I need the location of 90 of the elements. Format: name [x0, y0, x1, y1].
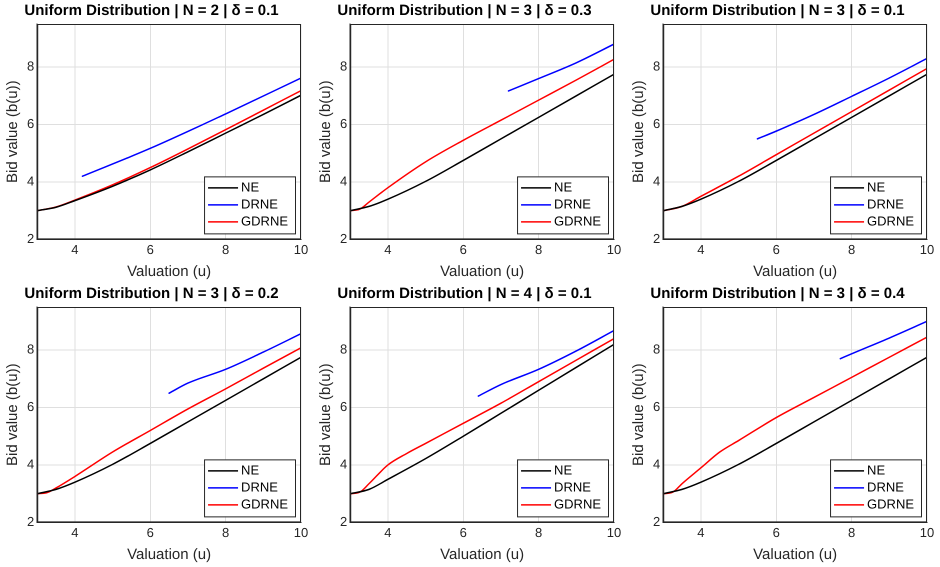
x-tick-label: 10 — [606, 242, 622, 257]
y-tick-label: 2 — [652, 514, 660, 529]
y-tick-label: 6 — [652, 399, 660, 414]
x-axis-title: Valuation (u) — [753, 263, 838, 280]
x-tick-label: 10 — [294, 524, 308, 540]
y-tick-label: 4 — [652, 174, 660, 189]
y-axis-title: Bid value (b(u)) — [317, 363, 334, 466]
y-tick-label: 8 — [652, 342, 660, 357]
chart-title: Uniform Distribution | N = 3 | δ = 0.3 — [337, 2, 592, 20]
line-series — [82, 77, 301, 177]
x-tick-label: 6 — [460, 242, 467, 257]
legend-label: DRNE — [867, 196, 904, 212]
x-tick-label: 4 — [384, 242, 392, 257]
x-tick-label: 10 — [294, 242, 308, 257]
y-tick-label: 4 — [652, 456, 660, 472]
y-tick-label: 6 — [340, 399, 348, 414]
y-tick-label: 8 — [26, 342, 34, 357]
x-tick-label: 4 — [697, 242, 705, 257]
line-series — [508, 43, 614, 92]
x-tick-label: 6 — [146, 242, 154, 257]
x-tick-label: 10 — [920, 524, 934, 540]
x-tick-label: 6 — [772, 524, 780, 540]
x-tick-label: 10 — [606, 524, 622, 540]
x-tick-label: 6 — [772, 242, 780, 257]
y-tick-label: 4 — [26, 456, 34, 472]
x-tick-label: 6 — [460, 524, 467, 540]
legend-label: GDRNE — [241, 213, 288, 228]
y-tick-label: 6 — [652, 116, 660, 132]
legend-label: DRNE — [554, 196, 592, 212]
y-axis-title: Bid value (b(u)) — [630, 80, 648, 183]
legend-label: DRNE — [241, 479, 278, 494]
x-tick-label: 4 — [384, 524, 392, 540]
chart-title: Uniform Distribution | N = 3 | δ = 0.2 — [24, 285, 279, 302]
chart-title: Uniform Distribution | N = 3 | δ = 0.4 — [650, 285, 906, 302]
x-tick-label: 4 — [71, 242, 79, 257]
x-tick-label: 8 — [535, 524, 542, 540]
legend-label: DRNE — [554, 479, 592, 494]
legend-label: NE — [554, 462, 572, 478]
line-series — [840, 320, 927, 360]
x-tick-label: 8 — [848, 524, 856, 540]
legend-label: NE — [241, 179, 260, 194]
x-tick-label: 10 — [920, 242, 934, 257]
chart-title: Uniform Distribution | N = 4 | δ = 0.1 — [337, 285, 592, 302]
y-tick-label: 6 — [340, 116, 348, 132]
line-series — [478, 330, 614, 397]
y-tick-label: 2 — [26, 514, 34, 529]
y-tick-label: 2 — [340, 514, 348, 529]
y-tick-label: 4 — [26, 174, 34, 189]
legend-label: GDRNE — [867, 496, 914, 512]
legend-label: NE — [241, 462, 260, 478]
x-axis-title: Valuation (u) — [127, 546, 212, 564]
y-tick-label: 4 — [340, 174, 348, 189]
x-axis-title: Valuation (u) — [127, 263, 212, 280]
legend-label: GDRNE — [554, 213, 602, 228]
legend-label: NE — [867, 462, 886, 478]
legend-label: NE — [554, 179, 572, 194]
chart-title: Uniform Distribution | N = 2 | δ = 0.1 — [24, 2, 279, 20]
x-tick-label: 8 — [848, 242, 856, 257]
legend-label: NE — [867, 179, 886, 194]
x-tick-label: 6 — [146, 524, 154, 540]
y-tick-label: 4 — [340, 456, 348, 472]
x-tick-label: 8 — [535, 242, 542, 257]
x-axis-title: Valuation (u) — [440, 263, 524, 280]
y-axis-title: Bid value (b(u)) — [317, 80, 334, 183]
line-series — [756, 58, 927, 140]
y-tick-label: 8 — [340, 342, 348, 357]
x-tick-label: 8 — [222, 242, 230, 257]
y-axis-title: Bid value (b(u)) — [4, 80, 22, 183]
y-tick-label: 6 — [26, 399, 34, 414]
y-tick-label: 8 — [26, 58, 34, 74]
y-axis-title: Bid value (b(u)) — [630, 363, 648, 466]
legend-label: GDRNE — [241, 496, 288, 512]
x-axis-title: Valuation (u) — [753, 546, 838, 564]
y-tick-label: 2 — [652, 230, 660, 246]
legend-label: GDRNE — [554, 496, 602, 512]
line-series — [168, 332, 301, 394]
y-tick-label: 6 — [26, 116, 34, 132]
y-tick-label: 8 — [652, 58, 660, 74]
legend-label: DRNE — [241, 196, 278, 212]
chart-title: Uniform Distribution | N = 3 | δ = 0.1 — [650, 2, 905, 20]
y-tick-label: 2 — [26, 230, 34, 246]
y-tick-label: 2 — [340, 230, 348, 246]
legend-label: DRNE — [867, 479, 904, 494]
x-axis-title: Valuation (u) — [440, 546, 524, 564]
x-tick-label: 4 — [697, 524, 705, 540]
y-tick-label: 8 — [340, 58, 348, 74]
y-axis-title: Bid value (b(u)) — [4, 363, 22, 466]
legend-label: GDRNE — [867, 213, 914, 228]
x-tick-label: 8 — [222, 524, 230, 540]
x-tick-label: 4 — [71, 524, 79, 540]
